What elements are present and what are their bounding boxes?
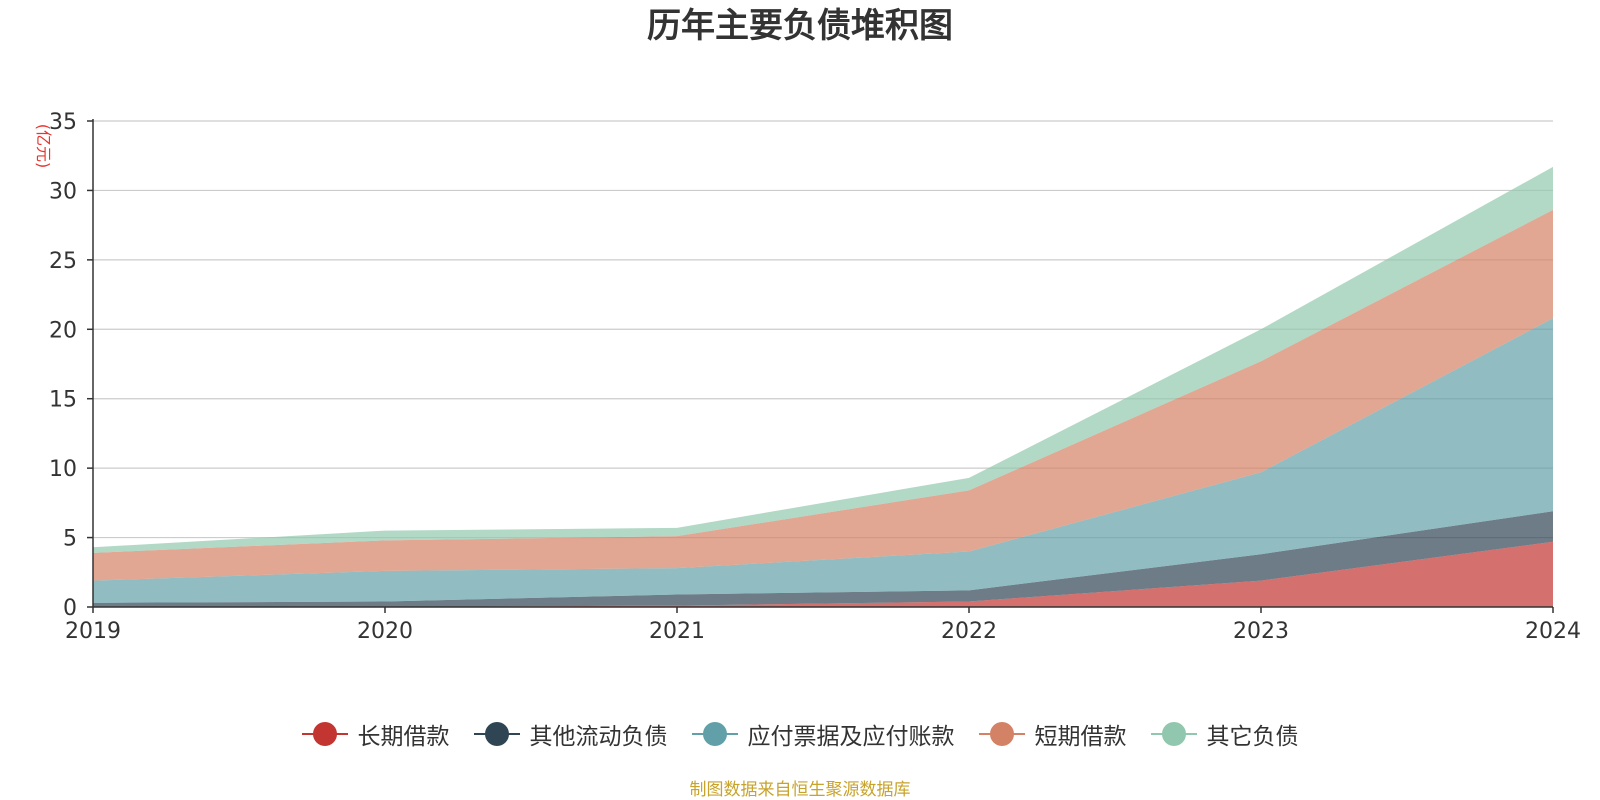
y-tick-label: 15 [49, 388, 77, 413]
legend-item[interactable]: 其他流动负债 [473, 717, 668, 751]
legend-label: 其它负债 [1206, 724, 1299, 750]
x-tick-label: 2019 [65, 619, 121, 644]
source-note: 制图数据来自恒生聚源数据库 [689, 780, 911, 800]
legend-marker-icon [301, 722, 348, 746]
legend-item[interactable]: 短期借款 [978, 717, 1127, 751]
area-series-1 [93, 541, 1553, 607]
y-tick-label: 25 [49, 249, 77, 274]
area-series-3 [93, 318, 1553, 603]
legend-marker-icon [978, 722, 1025, 746]
y-tick-label: 30 [49, 179, 77, 204]
area-series-5 [93, 166, 1553, 553]
legend-item[interactable]: 长期借款 [301, 717, 450, 751]
y-tick-label: 20 [49, 318, 77, 343]
y-tick-label: 0 [63, 596, 77, 621]
chart-title: 历年主要负债堆积图 [647, 6, 953, 46]
legend-label: 短期借款 [1034, 724, 1127, 750]
legend-label: 其他流动负债 [529, 724, 668, 750]
x-tick-label: 2023 [1233, 619, 1289, 644]
x-tick-label: 2022 [941, 619, 997, 644]
area-series-4 [93, 209, 1553, 581]
y-tick-label: 35 [49, 110, 77, 135]
legend-item[interactable]: 应付票据及应付账款 [691, 717, 955, 751]
x-tick-label: 2024 [1525, 619, 1581, 644]
x-tick-label: 2021 [649, 619, 705, 644]
area-series-2 [93, 511, 1553, 607]
x-tick-label: 2020 [357, 619, 413, 644]
y-tick-label: 5 [63, 527, 77, 552]
legend-item[interactable]: 其它负债 [1150, 717, 1299, 751]
legend-label: 应付票据及应付账款 [747, 724, 955, 750]
legend-marker-icon [473, 722, 520, 746]
legend-marker-icon [691, 722, 738, 746]
legend-marker-icon [1150, 722, 1197, 746]
legend-label: 长期借款 [357, 724, 450, 750]
y-axis-label: (亿元) [34, 124, 53, 169]
chart-legend: 长期借款 其他流动负债 应付票据及应付账款 短期借款 其它负债 [0, 716, 1600, 752]
y-tick-label: 10 [49, 457, 77, 482]
